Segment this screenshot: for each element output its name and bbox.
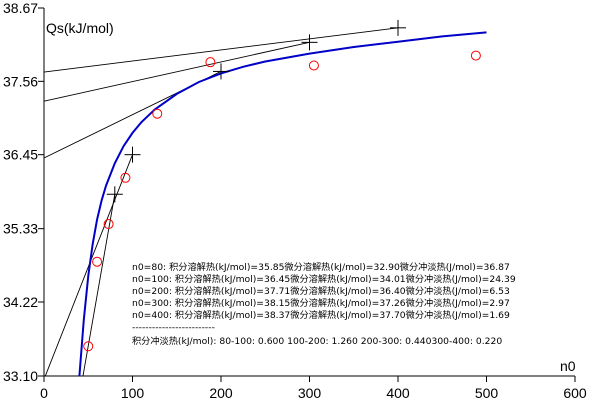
tangent-point xyxy=(106,186,123,203)
measured-point xyxy=(120,172,131,183)
tangent-point xyxy=(301,34,318,51)
x-tick-label: 0 xyxy=(40,385,48,401)
y-tick-label: 34.22 xyxy=(3,294,38,310)
info-separator: ------------------------- xyxy=(132,322,215,333)
x-ticks: 0 100 200 300 400 500 600 xyxy=(40,376,587,401)
info-line-2: n0=100: 积分溶解热(kJ/mol)=36.45微分溶解热(kJ/mol)… xyxy=(132,273,516,285)
measured-points xyxy=(83,50,481,352)
y-axis-title: Qs(kJ/mol) xyxy=(46,20,114,36)
y-tick-label: 35.33 xyxy=(3,221,38,237)
x-tick-label: 600 xyxy=(563,385,587,401)
tangent-points xyxy=(106,19,406,203)
info-line-5: n0=400: 积分溶解热(kJ/mol)=38.37微分溶解热(kJ/mol)… xyxy=(132,309,510,321)
tangent-point xyxy=(390,19,406,36)
x-axis-title: n0 xyxy=(560,358,576,374)
axes: 33.10 34.22 35.33 36.45 37.56 38.67 0 100 200 30… xyxy=(3,0,587,401)
measured-point xyxy=(308,60,319,71)
info-line-dilution: 积分冲淡热(kJ/mol): 80-100: 0.600 100-200: 1.… xyxy=(132,335,502,347)
y-tick-label: 37.56 xyxy=(3,73,38,89)
tangent-point xyxy=(124,146,141,163)
y-tick-label: 36.45 xyxy=(3,147,38,163)
info-box: n0=80: 积分溶解热(kJ/mol)=35.85微分溶解热(kJ/mol)=… xyxy=(132,261,516,347)
measured-point xyxy=(152,108,163,119)
info-line-3: n0=200: 积分溶解热(kJ/mol)=37.71微分溶解热(kJ/mol)… xyxy=(132,285,510,297)
fitted-curve xyxy=(78,31,487,376)
x-tick-label: 100 xyxy=(121,385,145,401)
tangent-line xyxy=(44,41,310,102)
measured-point xyxy=(83,341,94,352)
tangent-line xyxy=(44,27,399,73)
x-tick-label: 400 xyxy=(386,385,410,401)
y-ticks: 33.10 34.22 35.33 36.45 37.56 38.67 xyxy=(3,0,44,384)
x-tick-label: 300 xyxy=(298,385,322,401)
x-tick-label: 200 xyxy=(209,385,233,401)
measured-point xyxy=(103,219,114,230)
y-tick-label: 33.10 xyxy=(3,368,38,384)
measured-point xyxy=(470,50,481,61)
y-tick-label: 38.67 xyxy=(3,0,38,16)
measured-point xyxy=(92,256,103,267)
tangent-lines xyxy=(44,27,399,376)
info-line-1: n0=80: 积分溶解热(kJ/mol)=35.85微分溶解热(kJ/mol)=… xyxy=(132,261,510,273)
x-tick-label: 500 xyxy=(475,385,499,401)
measured-point xyxy=(205,57,216,68)
info-line-4: n0=300: 积分溶解热(kJ/mol)=38.15微分溶解热(kJ/mol)… xyxy=(132,297,510,309)
tangent-line xyxy=(44,154,133,376)
tangent-line xyxy=(82,194,116,376)
plot-area xyxy=(44,19,487,376)
tangent-point xyxy=(213,63,229,80)
